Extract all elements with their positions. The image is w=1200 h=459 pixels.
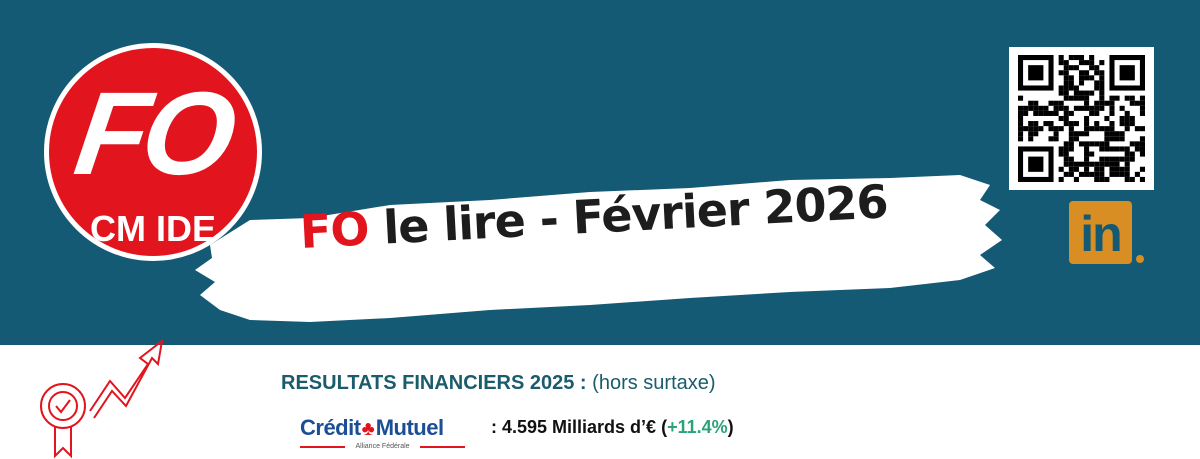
heading-text: RESULTATS FINANCIERS 2025 : (281, 372, 587, 394)
bank-name-right: Mutuel (375, 415, 444, 440)
divider (420, 446, 465, 448)
heading-note: (hors surtaxe) (592, 372, 716, 394)
result-suffix: ) (727, 417, 734, 437)
brush-stroke (195, 175, 1002, 322)
bank-name-left: Crédit (300, 415, 361, 440)
result-change: +11.4% (667, 417, 728, 437)
registered-mark-icon (1136, 255, 1144, 263)
title-fo: FO (298, 201, 370, 259)
bank-tagline: Alliance Fédérale (355, 443, 410, 450)
growth-award-icon (40, 338, 164, 459)
result-amount: : 4.595 Milliards d’€ ( (491, 417, 668, 437)
credit-mutuel-logo: Crédit♣Mutuel Alliance Fédérale (300, 415, 465, 450)
credit-mutuel-symbol-icon: ♣ (361, 418, 375, 440)
fo-cm-ide-logo: FO CM IDE (44, 43, 262, 261)
result-value: : 4.595 Milliards d’€ (+11.4%) (491, 417, 734, 438)
section-heading: RESULTATS FINANCIERS 2025 : (hors surtax… (281, 372, 716, 395)
logo-sub-text: CM IDE (90, 208, 216, 249)
linkedin-icon[interactable]: in (1069, 201, 1132, 264)
divider (300, 446, 345, 448)
qr-code[interactable] (1009, 47, 1154, 190)
header-banner: FO CM IDE FO le lire - Février 2026 in (0, 0, 1200, 345)
qr-code-icon (1018, 55, 1145, 182)
